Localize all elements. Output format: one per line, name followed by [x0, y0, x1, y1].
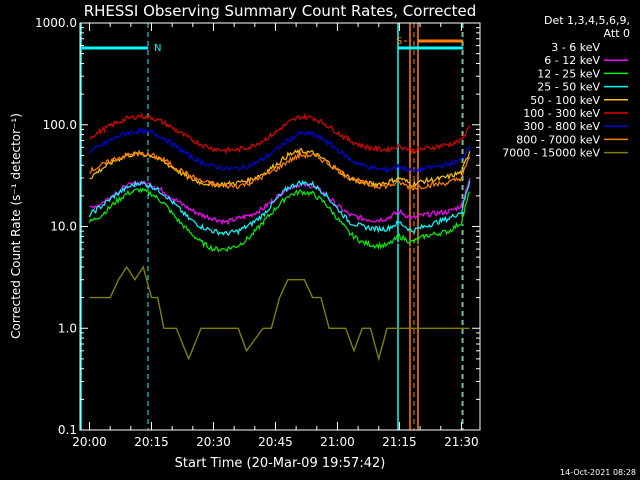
legend-entry-label: 6 - 12 keV: [544, 54, 600, 67]
x-tick-label: 20:30: [196, 435, 231, 449]
y-tick-label: 1.0: [58, 321, 77, 335]
x-tick-label: 20:15: [134, 435, 169, 449]
legend-entry-label: 100 - 300 keV: [523, 107, 600, 120]
timestamp: 14-Oct-2021 08:28: [560, 468, 636, 477]
y-tick-label: 0.1: [58, 423, 77, 437]
orbit-period-markers: [80, 23, 464, 430]
chart-title: RHESSI Observing Summary Count Rates, Co…: [84, 2, 477, 20]
series-line-3-6-kev: [89, 200, 471, 257]
series-line-800-7000-kev: [89, 150, 471, 192]
legend-entry-label: 50 - 100 keV: [530, 94, 600, 107]
x-tick-label: 20:00: [72, 435, 107, 449]
series-line-12-25-kev: [88, 187, 471, 253]
y-axis: 0.1 1.0 10.0 100.0 1000.0: [35, 16, 480, 437]
x-tick-label: 20:45: [258, 435, 293, 449]
x-tick-label: 21:00: [320, 435, 355, 449]
legend-entry-label: 25 - 50 keV: [537, 81, 600, 94]
x-tick-label: 21:30: [444, 435, 479, 449]
y-tick-label: 100.0: [43, 118, 77, 132]
series-line-50-100-kev: [89, 148, 471, 189]
series-line-7000-15000-kev: [89, 265, 470, 362]
legend-entry-label: 3 - 6 keV: [551, 41, 600, 54]
y-axis-label: Corrected Count Rate (s⁻¹ detector⁻¹): [9, 113, 23, 339]
annotations: NS: [154, 36, 402, 54]
legend-entry-label: 300 - 800 keV: [523, 120, 600, 133]
series-line-100-300-kev: [89, 112, 471, 155]
legend-header-line-2: Att 0: [604, 27, 630, 40]
legend-header-line-1: Det 1,3,4,5,6,9,: [544, 14, 630, 27]
annotation-n: N: [154, 43, 161, 54]
x-axis: 20:00 20:15 20:30 20:45 21:00 21:15 21:30: [72, 23, 479, 449]
annotation-s: S: [396, 36, 402, 47]
y-tick-label: 1000.0: [35, 16, 77, 30]
legend-entry-label: 7000 - 15000 keV: [502, 147, 600, 160]
x-axis-label: Start Time (20-Mar-09 19:57:42): [175, 456, 386, 471]
legend-entry-label: 12 - 25 keV: [537, 67, 600, 80]
legend-entry-label: 800 - 7000 keV: [516, 133, 600, 146]
series-line-300-800-kev: [89, 126, 471, 174]
data-series: [88, 112, 471, 362]
y-tick-label: 10.0: [50, 220, 77, 234]
x-tick-label: 21:15: [382, 435, 417, 449]
series-line-25-50-kev: [88, 179, 471, 237]
